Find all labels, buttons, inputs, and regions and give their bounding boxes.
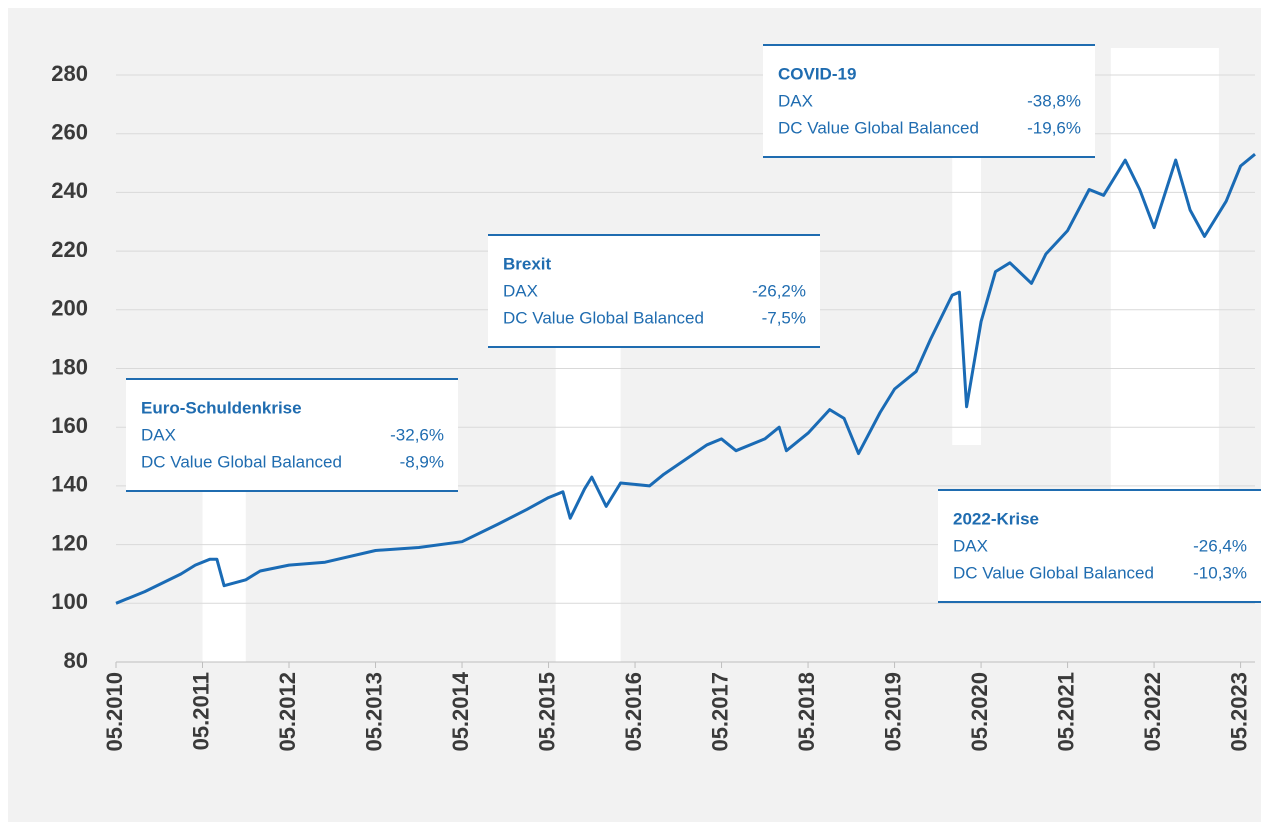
annotation-title: COVID-19 <box>778 64 856 83</box>
y-tick-label: 160 <box>51 413 88 438</box>
x-tick-label: 05.2011 <box>188 672 213 750</box>
highlight-band <box>202 490 246 662</box>
annotation-title: Euro-Schuldenkrise <box>141 398 302 417</box>
annotation-value: -26,4% <box>1193 536 1247 555</box>
x-tick-label: 05.2020 <box>967 672 992 752</box>
x-tick-label: 05.2010 <box>102 672 127 752</box>
annotation-label: DAX <box>141 425 176 444</box>
annotation-value: -32,6% <box>390 425 444 444</box>
annotation-box <box>126 378 458 492</box>
x-tick-label: 05.2021 <box>1053 672 1078 752</box>
x-tick-label: 05.2019 <box>880 672 905 752</box>
x-tick-label: 05.2016 <box>621 672 646 752</box>
x-tick-label: 05.2014 <box>448 671 473 751</box>
annotation-box <box>938 489 1261 603</box>
annotation-box <box>488 234 820 348</box>
annotation-value: -38,8% <box>1027 91 1081 110</box>
annotation-title: 2022-Krise <box>953 509 1039 528</box>
annotation-label: DAX <box>778 91 813 110</box>
annotation-label: DC Value Global Balanced <box>503 308 704 327</box>
y-tick-label: 280 <box>51 61 88 86</box>
x-tick-label: 05.2022 <box>1140 672 1165 752</box>
y-tick-label: 140 <box>51 472 88 497</box>
y-tick-label: 180 <box>51 354 88 379</box>
y-tick-label: 80 <box>64 648 88 673</box>
y-tick-label: 220 <box>51 237 88 262</box>
annotation-value: -10,3% <box>1193 563 1247 582</box>
annotation-label: DC Value Global Balanced <box>953 563 1154 582</box>
annotation-label: DAX <box>953 536 988 555</box>
annotation-label: DC Value Global Balanced <box>141 452 342 471</box>
x-tick-label: 05.2012 <box>275 672 300 752</box>
line-series <box>115 153 1256 605</box>
annotation-title: Brexit <box>503 254 552 273</box>
y-tick-label: 260 <box>51 120 88 145</box>
x-tick-label: 05.2018 <box>794 672 819 752</box>
y-tick-label: 100 <box>51 589 88 614</box>
annotation-value: -26,2% <box>752 281 806 300</box>
y-tick-label: 120 <box>51 530 88 555</box>
y-tick-label: 200 <box>51 296 88 321</box>
annotation-box <box>763 44 1095 158</box>
annotation-value: -19,6% <box>1027 118 1081 137</box>
annotation-label: DAX <box>503 281 538 300</box>
x-tick-label: 05.2013 <box>361 672 386 752</box>
highlight-band <box>1110 48 1219 490</box>
x-tick-label: 05.2015 <box>534 672 559 752</box>
annotation-label: DC Value Global Balanced <box>778 118 979 137</box>
x-tick-label: 05.2017 <box>707 672 732 752</box>
y-tick-label: 240 <box>51 178 88 203</box>
annotation-value: -8,9% <box>400 452 444 471</box>
x-tick-label: 05.2023 <box>1226 672 1251 752</box>
annotation-value: -7,5% <box>762 308 806 327</box>
